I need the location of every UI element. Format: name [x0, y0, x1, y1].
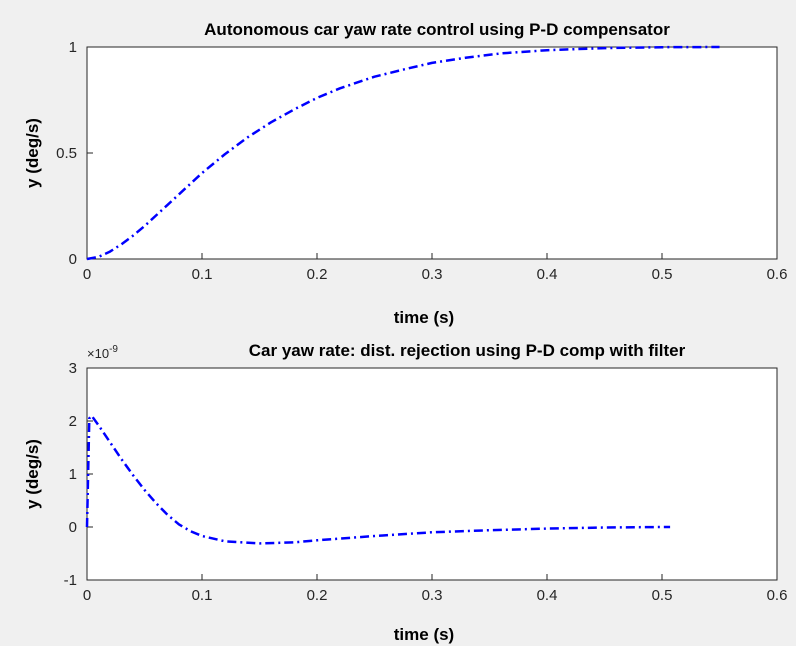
bottom-series-line	[85, 414, 671, 545]
top-x-tick-label: 0	[83, 266, 91, 283]
top-x-tick-label: 0.5	[652, 266, 673, 283]
bottom-chart-title: Car yaw rate: dist. rejection using P-D …	[249, 341, 686, 360]
top-ticks: 0 0.1 0.2 0.3 0.4 0.5 0.6 0 0.5 1	[56, 39, 787, 283]
bottom-axes: 0 0.1 0.2 0.3 0.4 0.5 0.6 -1 0 1 2 3 Car yaw rate: …	[23, 341, 787, 644]
bottom-y-axis-label: y (deg/s)	[23, 439, 42, 509]
bottom-y-exponent: ×10-9	[87, 344, 118, 361]
bottom-y-tick-label: 3	[69, 360, 77, 377]
bottom-x-tick-label: 0.4	[537, 587, 558, 604]
top-y-tick-label: 0	[69, 251, 77, 268]
bottom-y-tick-label: 2	[69, 413, 77, 430]
top-x-tick-label: 0.4	[537, 266, 558, 283]
top-x-axis-label: time (s)	[394, 308, 454, 327]
top-y-tick-label: 1	[69, 39, 77, 56]
top-axes: 0 0.1 0.2 0.3 0.4 0.5 0.6 0 0.5 1 Autonomous car …	[23, 20, 787, 327]
bottom-x-tick-label: 0.2	[307, 587, 328, 604]
bottom-x-axis-label: time (s)	[394, 625, 454, 644]
top-x-tick-label: 0.3	[422, 266, 443, 283]
top-x-tick-label: 0.1	[192, 266, 213, 283]
top-series-line	[86, 45, 720, 261]
top-y-axis-label: y (deg/s)	[23, 118, 42, 188]
top-x-tick-label: 0.6	[767, 266, 788, 283]
bottom-plot-area	[86, 367, 778, 581]
top-x-tick-label: 0.2	[307, 266, 328, 283]
top-series	[86, 45, 720, 261]
bottom-x-tick-label: 0.3	[422, 587, 443, 604]
bottom-y-tick-label: 0	[69, 519, 77, 536]
bottom-x-tick-label: 0.5	[652, 587, 673, 604]
bottom-x-tick-label: 0	[83, 587, 91, 604]
top-chart-title: Autonomous car yaw rate control using P-…	[204, 20, 670, 39]
bottom-y-exponent-power: -9	[109, 344, 118, 355]
bottom-ticks: 0 0.1 0.2 0.3 0.4 0.5 0.6 -1 0 1 2 3	[64, 360, 788, 604]
bottom-series	[85, 414, 671, 545]
bottom-x-tick-label: 0.1	[192, 587, 213, 604]
top-plot-area	[86, 46, 778, 260]
bottom-y-tick-label: 1	[69, 466, 77, 483]
top-y-tick-label: 0.5	[56, 145, 77, 162]
bottom-y-tick-label: -1	[64, 572, 77, 589]
bottom-x-tick-label: 0.6	[767, 587, 788, 604]
bottom-y-exponent-base: ×10	[87, 346, 109, 361]
